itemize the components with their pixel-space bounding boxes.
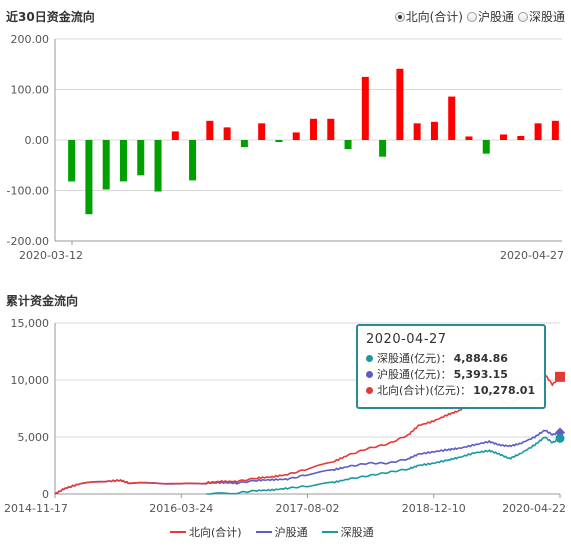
top-y-tick-label: -200.00 bbox=[7, 235, 49, 248]
radio-dot-icon bbox=[466, 11, 477, 22]
flow-bar bbox=[448, 96, 456, 140]
radio-sh[interactable]: 沪股通 bbox=[466, 8, 514, 25]
bottom-legend: 北向(合计) 沪股通 深股通 bbox=[170, 524, 374, 540]
flow-bar bbox=[102, 140, 110, 190]
flow-bar bbox=[534, 123, 542, 140]
legend-sz-label: 深股通 bbox=[340, 526, 374, 539]
radio-sz-label: 深股通 bbox=[528, 10, 565, 24]
radio-dot-icon bbox=[517, 11, 528, 22]
tooltip-row-sz: 深股通(亿元)： 4,884.86 bbox=[366, 350, 536, 366]
legend-line-icon bbox=[255, 531, 272, 533]
flow-bar bbox=[551, 120, 559, 140]
sz-dot-icon bbox=[366, 354, 373, 362]
legend-north[interactable]: 北向(合计) bbox=[170, 524, 242, 540]
flow-bar bbox=[85, 140, 93, 215]
sh-dot-icon bbox=[366, 370, 373, 378]
flow-bar bbox=[430, 121, 438, 140]
legend-line-icon bbox=[321, 531, 338, 533]
flow-bar bbox=[361, 76, 369, 140]
bottom-x-tick-label: 2020-04-22 bbox=[502, 502, 566, 515]
top-chart-title: 近30日资金流向 bbox=[6, 10, 95, 24]
top-x-tick-label: 2020-03-12 bbox=[19, 249, 83, 262]
flow-bar bbox=[68, 140, 76, 182]
flow-bar bbox=[482, 140, 490, 154]
flow-bar bbox=[154, 140, 162, 192]
radio-sz[interactable]: 深股通 bbox=[517, 8, 565, 25]
market-radio-group: 北向(合计) 沪股通 深股通 bbox=[394, 8, 565, 25]
tooltip-north-label: 北向(合计)(亿元) bbox=[377, 384, 461, 397]
flow-bar bbox=[240, 140, 248, 148]
flow-bar bbox=[379, 140, 387, 157]
bottom-y-tick-label: 10,000 bbox=[11, 374, 50, 387]
flow-bar bbox=[413, 123, 421, 140]
tooltip-sh-label: 沪股通(亿元) bbox=[377, 368, 441, 381]
tooltip-sh-value: 5,393.15 bbox=[453, 367, 508, 381]
flow-bar bbox=[206, 120, 214, 140]
north-end-marker bbox=[555, 371, 565, 382]
top-y-tick-label: 100.00 bbox=[11, 84, 50, 97]
top-y-tick-label: 200.00 bbox=[11, 33, 50, 46]
bottom-x-tick-label: 2016-03-24 bbox=[149, 502, 213, 515]
radio-north-label: 北向(合计) bbox=[405, 10, 463, 24]
flow-bar bbox=[275, 140, 283, 143]
flow-bar bbox=[258, 123, 266, 140]
sz-line bbox=[206, 436, 561, 495]
top-y-tick-label: -100.00 bbox=[7, 185, 49, 198]
tooltip-row-north: 北向(合计)(亿元)： 10,278.01 bbox=[366, 382, 536, 398]
bottom-x-tick-label: 2014-11-17 bbox=[4, 502, 68, 515]
flow-bar bbox=[310, 118, 317, 140]
flow-bar bbox=[119, 140, 127, 182]
legend-sh[interactable]: 沪股通 bbox=[255, 524, 308, 540]
tooltip-row-sh: 沪股通(亿元)： 5,393.15 bbox=[366, 366, 536, 382]
tooltip-sz-value: 4,884.86 bbox=[453, 351, 508, 365]
bottom-x-tick-label: 2018-12-10 bbox=[402, 502, 466, 515]
north-dot-icon bbox=[366, 386, 373, 394]
tooltip-north-value: 10,278.01 bbox=[473, 383, 536, 397]
top-y-tick-label: 0.00 bbox=[25, 134, 50, 147]
flow-bar bbox=[465, 136, 473, 140]
flow-bar bbox=[500, 134, 508, 140]
flow-bar bbox=[396, 68, 404, 140]
radio-dot-icon bbox=[394, 11, 405, 22]
legend-line-icon bbox=[170, 531, 186, 533]
radio-north[interactable]: 北向(合计) bbox=[394, 8, 463, 25]
flow-bar bbox=[171, 131, 179, 140]
flow-bar bbox=[517, 135, 525, 140]
flow-bar bbox=[344, 140, 352, 150]
legend-sh-label: 沪股通 bbox=[274, 526, 308, 539]
top-x-tick-label: 2020-04-27 bbox=[500, 249, 564, 262]
bottom-y-tick-label: 0 bbox=[42, 488, 49, 501]
flow-bar bbox=[189, 140, 197, 181]
chart-tooltip: 2020-04-27 深股通(亿元)： 4,884.86 沪股通(亿元)： 5,39… bbox=[356, 324, 546, 409]
tooltip-sz-label: 深股通(亿元) bbox=[377, 352, 441, 365]
legend-sz[interactable]: 深股通 bbox=[321, 524, 374, 540]
flow-bar bbox=[327, 118, 335, 140]
bottom-chart-title: 累计资金流向 bbox=[6, 294, 79, 308]
bottom-y-tick-label: 15,000 bbox=[11, 317, 50, 330]
flow-bar bbox=[137, 140, 145, 176]
bottom-x-tick-label: 2017-08-02 bbox=[276, 502, 340, 515]
radio-sh-label: 沪股通 bbox=[477, 10, 514, 24]
flow-bar bbox=[223, 127, 231, 140]
bottom-y-tick-label: 5,000 bbox=[18, 431, 50, 444]
sh-line bbox=[54, 429, 561, 495]
legend-north-label: 北向(合计) bbox=[189, 526, 242, 539]
tooltip-date: 2020-04-27 bbox=[366, 332, 447, 347]
flow-bar bbox=[292, 132, 300, 140]
sz-end-marker bbox=[555, 433, 565, 443]
